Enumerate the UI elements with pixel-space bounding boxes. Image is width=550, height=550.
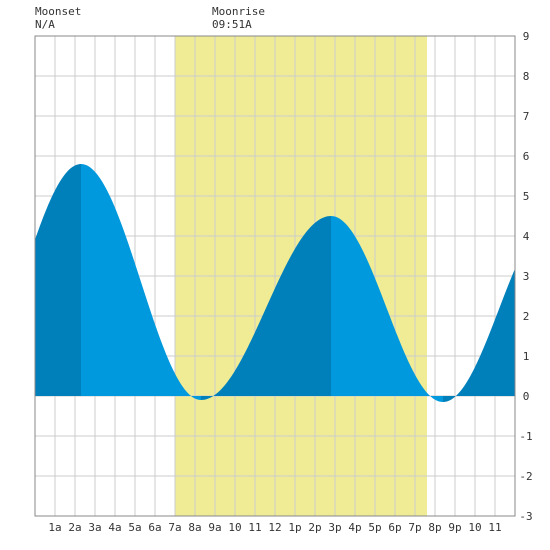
y-tick-label: 0 bbox=[523, 390, 530, 403]
y-tick-label: -3 bbox=[519, 510, 532, 523]
y-tick-label: 7 bbox=[523, 110, 530, 123]
x-tick-label: 11 bbox=[248, 521, 261, 534]
x-tick-label: 8a bbox=[188, 521, 201, 534]
y-tick-label: 1 bbox=[523, 350, 530, 363]
x-tick-label: 10 bbox=[228, 521, 241, 534]
x-tick-label: 9p bbox=[448, 521, 461, 534]
x-tick-label: 6p bbox=[388, 521, 401, 534]
tide-rising-segment bbox=[35, 164, 81, 396]
x-tick-label: 3a bbox=[88, 521, 101, 534]
y-tick-label: -2 bbox=[519, 470, 532, 483]
moonrise-time: 09:51A bbox=[212, 18, 252, 31]
y-tick-label: 5 bbox=[523, 190, 530, 203]
x-tick-label: 4a bbox=[108, 521, 121, 534]
y-tick-label: 2 bbox=[523, 310, 530, 323]
x-tick-label: 6a bbox=[148, 521, 161, 534]
x-tick-label: 12 bbox=[268, 521, 281, 534]
x-tick-label: 8p bbox=[428, 521, 441, 534]
x-tick-label: 1p bbox=[288, 521, 301, 534]
tide-rising-segment bbox=[443, 268, 515, 402]
x-tick-label: 7a bbox=[168, 521, 181, 534]
x-tick-label: 5a bbox=[128, 521, 141, 534]
moonset-label: Moonset bbox=[35, 5, 81, 18]
y-tick-label: 4 bbox=[523, 230, 530, 243]
moonset-time: N/A bbox=[35, 18, 55, 31]
x-tick-label: 9a bbox=[208, 521, 221, 534]
plot-frame bbox=[34, 35, 516, 517]
tide-falling-segment bbox=[81, 164, 201, 400]
x-tick-label: 3p bbox=[328, 521, 341, 534]
y-tick-label: 6 bbox=[523, 150, 530, 163]
x-tick-label: 5p bbox=[368, 521, 381, 534]
grid-lines bbox=[35, 36, 515, 516]
x-axis-ticks: 1a 2a 3a 4a 5a 6a 7a 8a 9a 10 11 12 1p 2p 3p 4p 5p 6p 7p 8p… bbox=[48, 521, 501, 534]
x-tick-label: 10 bbox=[468, 521, 481, 534]
y-tick-label: 3 bbox=[523, 270, 530, 283]
x-tick-label: 11 bbox=[488, 521, 501, 534]
tide-rising-segment bbox=[201, 216, 331, 400]
x-tick-label: 1a bbox=[48, 521, 61, 534]
y-axis-ticks: 9 8 7 6 5 4 3 2 1 0 -1 -2 -3 bbox=[519, 30, 532, 523]
tide-falling-segment bbox=[331, 216, 443, 402]
x-tick-label: 4p bbox=[348, 521, 361, 534]
y-tick-label: 9 bbox=[523, 30, 530, 43]
x-tick-label: 7p bbox=[408, 521, 421, 534]
x-tick-label: 2a bbox=[68, 521, 81, 534]
y-tick-label: 8 bbox=[523, 70, 530, 83]
y-tick-label: -1 bbox=[519, 430, 532, 443]
x-tick-label: 2p bbox=[308, 521, 321, 534]
tide-area bbox=[35, 164, 515, 402]
moonrise-label: Moonrise bbox=[212, 5, 265, 18]
